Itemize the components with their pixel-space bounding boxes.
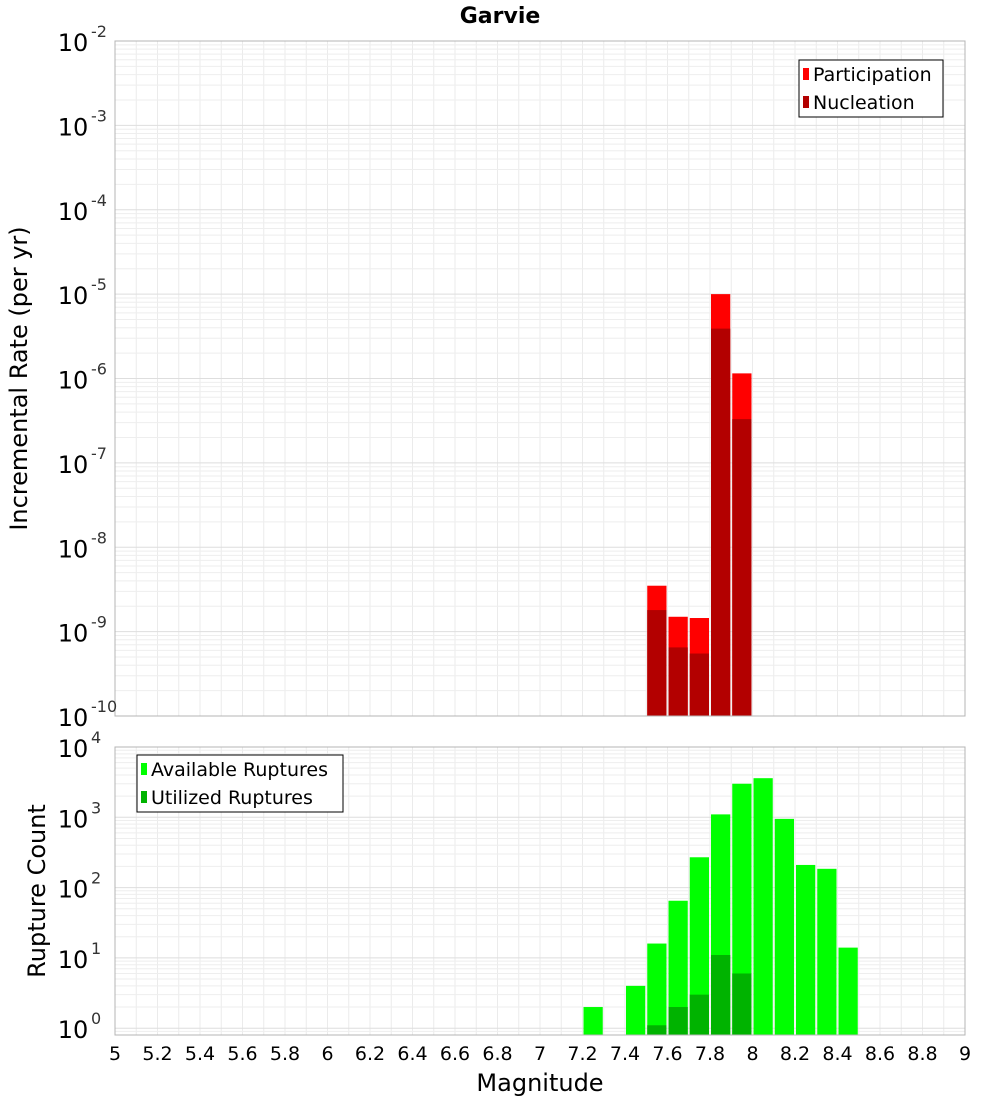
- rate-ytick-exponent: -4: [91, 191, 107, 210]
- rate-grid: [114, 41, 966, 717]
- rate-ytick-exponent: -2: [91, 22, 107, 41]
- x-tick-label: 5.6: [227, 1043, 257, 1065]
- rate-bar-nucleation: [647, 610, 667, 716]
- rate-series-1: [647, 328, 752, 716]
- rate-ytick-exponent: -3: [91, 106, 107, 125]
- rate-frame: [114, 40, 966, 717]
- count-bar-available-ruptures: [689, 857, 709, 1035]
- x-tick-label: 6.2: [355, 1043, 385, 1065]
- count-ytick-exponent: 2: [91, 869, 101, 888]
- count-legend: Available Ruptures Utilized Ruptures: [136, 754, 344, 813]
- x-tick-label: 5.2: [142, 1043, 172, 1065]
- x-tick-label: 7: [534, 1043, 546, 1065]
- rate-y-axis-label: Incremental Rate (per yr): [5, 226, 33, 530]
- x-tick-label: 6.6: [440, 1043, 470, 1065]
- count-ytick-label: 10: [58, 946, 89, 974]
- count-legend-box: [136, 754, 344, 813]
- count-bar-available-ruptures: [732, 783, 752, 1035]
- rate-ytick-exponent: -7: [91, 444, 107, 463]
- rate-ytick-label: 10: [58, 451, 89, 479]
- count-ytick-exponent: 1: [91, 939, 101, 958]
- x-tick-label: 7.4: [610, 1043, 640, 1065]
- count-y-axis-label: Rupture Count: [23, 804, 51, 978]
- count-legend-label: Utilized Ruptures: [151, 787, 313, 809]
- count-ytick-exponent: 3: [91, 798, 101, 817]
- count-series-0: [583, 778, 858, 1035]
- x-tick-label: 8.4: [822, 1043, 852, 1065]
- count-legend-swatch: [141, 763, 147, 775]
- rate-legend-box: [798, 59, 944, 118]
- x-tick-label: 6.8: [482, 1043, 512, 1065]
- x-tick-label: 7.2: [567, 1043, 597, 1065]
- x-tick-label: 5: [109, 1043, 121, 1065]
- rate-bar-nucleation: [689, 653, 709, 716]
- count-bar-available-ruptures: [626, 985, 646, 1035]
- rate-ytick-exponent: -5: [91, 275, 107, 294]
- rate-legend-label: Nucleation: [813, 92, 915, 114]
- count-ytick-exponent: 4: [91, 728, 101, 747]
- count-ytick-label: 10: [58, 876, 89, 904]
- count-bar-available-ruptures: [774, 818, 794, 1035]
- rate-bar-nucleation: [668, 647, 688, 716]
- count-bar-available-ruptures: [817, 868, 837, 1035]
- count-bar-utilized-ruptures: [647, 1025, 667, 1035]
- count-bar-available-ruptures: [753, 778, 773, 1035]
- count-series-1: [647, 954, 752, 1035]
- count-bar-available-ruptures: [647, 943, 667, 1035]
- count-ytick-label: 10: [58, 1016, 89, 1044]
- x-tick-label: 8: [746, 1043, 758, 1065]
- x-tick-label: 8.8: [907, 1043, 937, 1065]
- rate-ytick-label: 10: [58, 113, 89, 141]
- rate-ytick-label: 10: [58, 535, 89, 563]
- count-legend-swatch: [141, 791, 147, 803]
- x-tick-label: 6.4: [397, 1043, 427, 1065]
- count-ytick-exponent: 0: [91, 1009, 101, 1028]
- rate-ytick-label: 10: [58, 29, 89, 57]
- count-legend-label: Available Ruptures: [151, 759, 328, 781]
- x-tick-label: 7.6: [652, 1043, 682, 1065]
- rate-ytick-exponent: -6: [91, 360, 107, 379]
- rate-legend: Participation Nucleation: [798, 59, 944, 118]
- rate-ytick-exponent: -8: [91, 528, 107, 547]
- count-bar-utilized-ruptures: [732, 973, 752, 1035]
- rate-ytick-label: 10: [58, 704, 89, 732]
- x-tick-label: 7.8: [695, 1043, 725, 1065]
- count-ytick-label: 10: [58, 735, 89, 763]
- rate-legend-swatch: [803, 68, 809, 80]
- chart-title: Garvie: [460, 4, 541, 29]
- rate-ytick-exponent: -9: [91, 613, 107, 632]
- rate-bar-nucleation: [732, 419, 752, 716]
- rate-ytick-exponent: -10: [91, 697, 117, 716]
- rate-legend-label: Participation: [813, 64, 932, 86]
- count-bar-available-ruptures: [668, 900, 688, 1035]
- count-ytick-label: 10: [58, 805, 89, 833]
- rate-ytick-label: 10: [58, 282, 89, 310]
- rate-ytick-label: 10: [58, 198, 89, 226]
- rate-legend-swatch: [803, 96, 809, 108]
- rate-ytick-label: 10: [58, 620, 89, 648]
- x-tick-label: 5.4: [185, 1043, 215, 1065]
- count-bar-available-ruptures: [796, 864, 816, 1035]
- x-tick-label: 5.8: [270, 1043, 300, 1065]
- x-tick-label: 9: [959, 1043, 971, 1065]
- x-tick-label: 8.6: [865, 1043, 895, 1065]
- count-bar-utilized-ruptures: [668, 1007, 688, 1035]
- rate-ytick-label: 10: [58, 367, 89, 395]
- count-frame: [114, 746, 966, 1036]
- x-tick-label: 6: [321, 1043, 333, 1065]
- count-bar-available-ruptures: [583, 1007, 603, 1035]
- count-bar-utilized-ruptures: [711, 954, 731, 1035]
- rate-bar-nucleation: [711, 328, 731, 716]
- x-tick-label: 8.2: [780, 1043, 810, 1065]
- count-bar-available-ruptures: [838, 947, 858, 1035]
- count-bar-utilized-ruptures: [689, 994, 709, 1035]
- x-axis-label: Magnitude: [476, 1069, 603, 1097]
